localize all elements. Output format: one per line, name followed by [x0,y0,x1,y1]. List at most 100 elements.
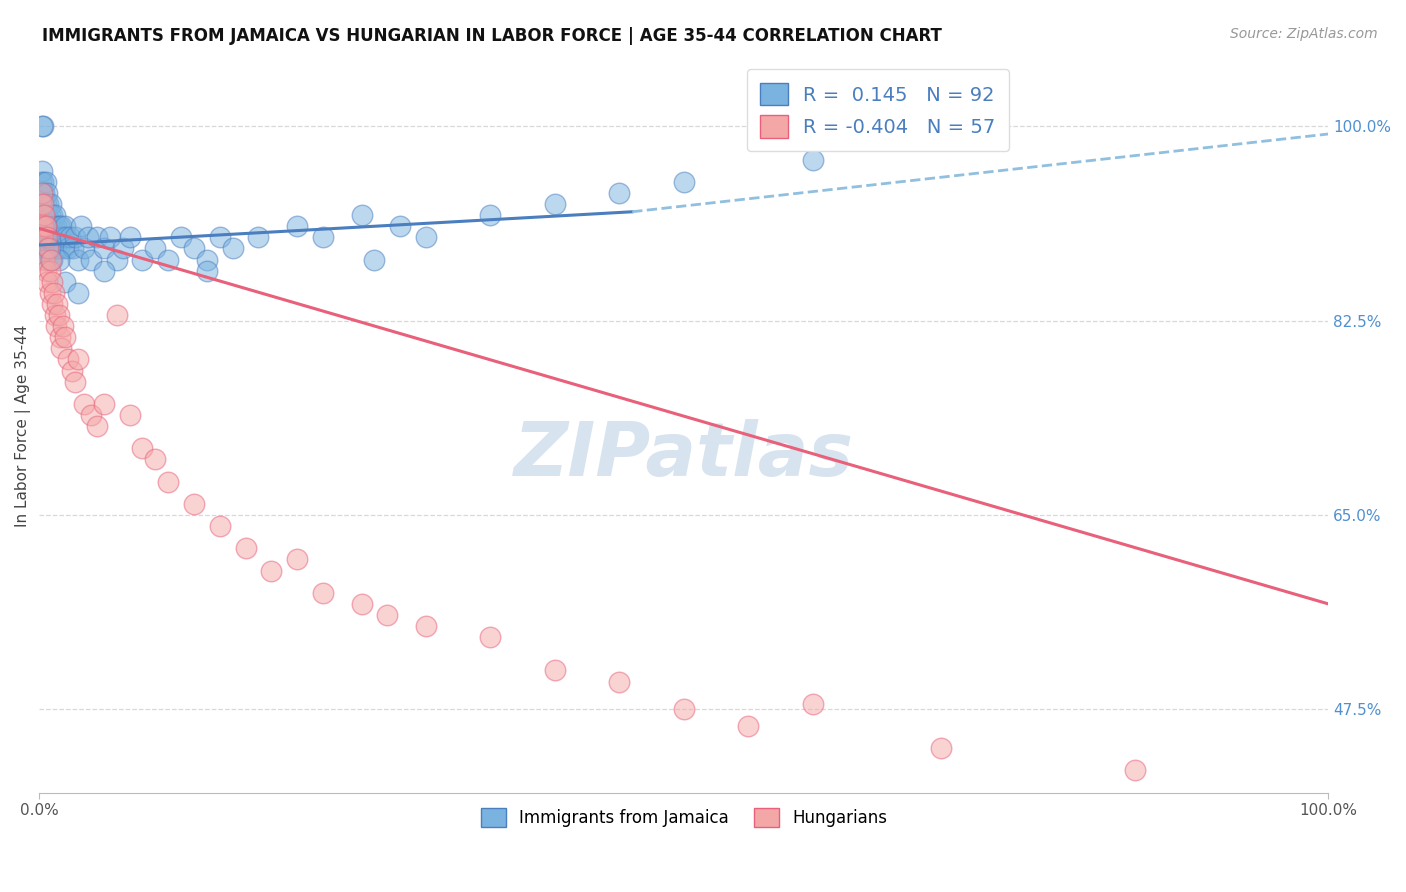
Point [285,552,308,566]
Point [35,219,58,234]
Point [157,252,180,267]
Y-axis label: In Labor Force | Age 35-44: In Labor Force | Age 35-44 [15,325,31,527]
Point [56,241,79,255]
Point [208,230,231,244]
Point [41,297,63,311]
Point [77,230,100,244]
Point [44,308,66,322]
Point [98,230,121,244]
Point [48,252,70,267]
Point [55,230,77,244]
Point [195,263,218,277]
Point [35,186,58,200]
Point [80,408,103,422]
Point [51,219,73,234]
Point [32,219,55,234]
Point [170,230,193,244]
Point [544,664,567,678]
Point [38,252,60,267]
Point [93,241,115,255]
Point [41,208,63,222]
Point [801,153,824,167]
Point [41,230,63,244]
Point [48,308,70,322]
Point [32,120,55,134]
Point [35,230,58,244]
Point [51,230,73,244]
Point [41,252,63,267]
Point [38,285,60,300]
Point [32,219,55,234]
Point [35,275,58,289]
Point [195,252,218,267]
Point [31,186,53,200]
Point [31,120,53,134]
Point [31,230,53,244]
Point [415,230,437,244]
Point [42,285,65,300]
Point [35,252,58,267]
Point [34,252,56,267]
Point [32,175,55,189]
Point [30,197,52,211]
Point [30,197,52,211]
Point [34,208,56,222]
Point [312,230,335,244]
Point [59,230,82,244]
Point [56,352,79,367]
Point [38,208,60,222]
Point [80,252,103,267]
Point [31,186,53,200]
Point [53,275,76,289]
Point [31,163,53,178]
Point [32,241,55,255]
Point [131,252,153,267]
Point [65,375,87,389]
Point [260,564,283,578]
Point [35,263,58,277]
Point [131,442,153,456]
Point [65,230,87,244]
Point [183,497,205,511]
Point [350,208,373,222]
Point [39,252,62,267]
Text: ZIPatlas: ZIPatlas [513,419,853,492]
Point [35,175,58,189]
Point [44,208,66,222]
Point [375,607,398,622]
Point [112,241,135,255]
Point [69,219,91,234]
Point [118,230,141,244]
Point [42,219,65,234]
Point [312,585,335,599]
Point [38,230,60,244]
Point [53,330,76,344]
Point [44,230,66,244]
Point [34,186,56,200]
Point [247,230,270,244]
Point [60,363,83,377]
Point [86,419,108,434]
Point [363,252,385,267]
Point [39,197,62,211]
Point [30,175,52,189]
Point [49,330,72,344]
Point [48,219,70,234]
Point [105,252,128,267]
Point [38,241,60,255]
Point [737,719,759,733]
Point [183,241,205,255]
Point [37,241,59,255]
Point [479,630,502,644]
Point [41,275,63,289]
Point [66,352,89,367]
Point [931,741,953,756]
Point [607,674,630,689]
Point [35,197,58,211]
Point [32,197,55,211]
Point [66,252,89,267]
Point [235,541,257,556]
Point [35,241,58,255]
Point [93,263,115,277]
Point [51,319,73,334]
